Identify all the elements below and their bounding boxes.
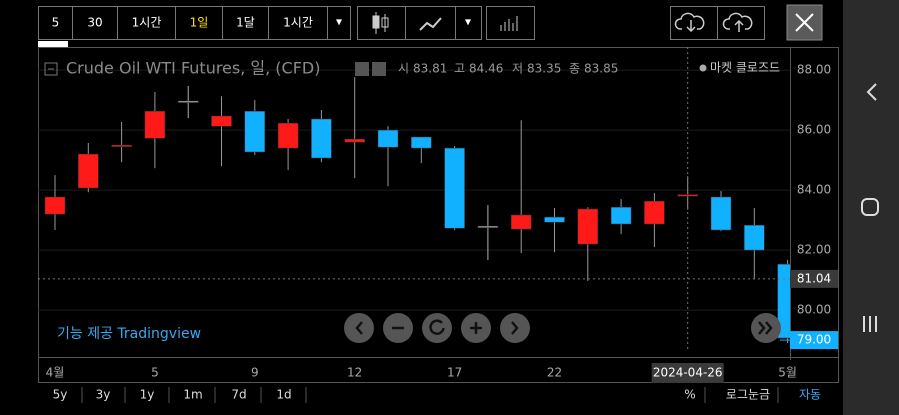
dropdown[interactable]: ▾ [336, 15, 342, 29]
settings-icon[interactable] [355, 62, 369, 76]
x-tick-label: 5월 [778, 366, 797, 380]
crosshair-date-badge [651, 363, 724, 383]
x-tick-label: 22 [547, 366, 562, 380]
home-button[interactable] [861, 198, 879, 216]
crosshair-price: 81.04 [797, 271, 831, 285]
interval-button[interactable]: 30 [87, 16, 102, 30]
x-tick-label: 5 [151, 366, 159, 380]
crosshair-price-badge [790, 269, 838, 288]
reset[interactable] [422, 313, 452, 343]
close-icon [795, 13, 814, 32]
candle-body [610, 206, 632, 225]
y-tick-label: 84.00 [797, 183, 831, 197]
interval-button[interactable]: 5 [52, 16, 60, 30]
x-tick-label: 9 [251, 366, 259, 380]
option-button[interactable]: 로그눈금 [726, 388, 770, 402]
active-indicator [38, 41, 68, 47]
line-icon[interactable] [419, 17, 442, 31]
candle-body [311, 118, 332, 159]
dropdown[interactable]: ▾ [465, 15, 471, 29]
candle-body [277, 122, 299, 149]
candle-body [644, 200, 665, 225]
watermark: 기능 제공 Tradingview [57, 326, 201, 342]
range-button[interactable]: 1d [276, 388, 291, 402]
x-tick-label: 17 [447, 366, 462, 380]
system-nav-bar [843, 0, 899, 415]
high-label: 고 [454, 62, 465, 76]
candle-body [177, 100, 199, 103]
chart-header: Crude Oil WTI Futures, 일, (CFD) 시 83.81 … [44, 59, 780, 78]
open-value: 83.81 [413, 62, 447, 76]
range-button[interactable]: 5y [53, 388, 68, 402]
low-label: 저 [512, 62, 523, 76]
y-tick-label: 82.00 [797, 243, 831, 257]
settings-icon[interactable] [372, 62, 386, 76]
bottom-bar: 5y 3y 1y 1m 7d 1d% 로그눈금 자동 [53, 387, 821, 403]
candle-body [710, 196, 732, 231]
recents-button[interactable] [863, 316, 877, 332]
close-value: 83.85 [584, 62, 618, 76]
candle-body [477, 225, 499, 228]
candle-body [44, 196, 66, 215]
candle-body [777, 263, 790, 339]
open-label: 시 [398, 62, 409, 76]
market-status: 마켓 클로즈드 [710, 61, 780, 75]
crosshair-date: 2024-04-26 [653, 366, 723, 380]
scroll-end[interactable] [751, 313, 781, 343]
status-dot [699, 64, 707, 72]
x-tick-label: 4월 [46, 366, 65, 380]
candle-body [411, 136, 432, 149]
indicator-button[interactable] [486, 6, 535, 40]
scroll-left[interactable] [344, 313, 374, 343]
last-price-badge [790, 331, 838, 350]
high-value: 84.46 [469, 62, 503, 76]
candle-body [377, 129, 399, 148]
range-button[interactable]: 1y [140, 388, 155, 402]
candle-body [344, 138, 365, 143]
interval-button[interactable]: 1일 [190, 16, 209, 30]
option-button[interactable]: % [684, 388, 695, 402]
back-button[interactable] [866, 83, 877, 101]
interval-button[interactable]: 1시간 [283, 16, 313, 30]
close-label: 종 [569, 62, 580, 76]
candle-body [577, 208, 599, 245]
indicator-icon [500, 16, 518, 31]
last-price: 79.00 [797, 333, 831, 347]
y-tick-label: 86.00 [797, 123, 831, 137]
x-tick-label: 12 [347, 366, 362, 380]
range-button[interactable]: 1m [183, 388, 202, 402]
low-value: 83.35 [527, 62, 561, 76]
candle-body [78, 153, 99, 189]
y-tick-label: 88.00 [797, 63, 831, 77]
candle-body [544, 216, 565, 223]
toolbar: 5 30 1시간 1일 1달 1시간 ▾ ▾ [38, 4, 823, 47]
candle-body [244, 110, 266, 153]
candle-body [211, 115, 232, 127]
option-button[interactable]: 자동 [799, 388, 821, 402]
range-button[interactable]: 3y [96, 388, 111, 402]
interval-button[interactable]: 1시간 [132, 16, 162, 30]
symbol-title: Crude Oil WTI Futures, 일, (CFD) [66, 59, 320, 78]
interval-group [38, 6, 351, 40]
cloud-download[interactable] [674, 12, 705, 33]
collapse-icon[interactable] [44, 62, 58, 76]
chart-frame [38, 47, 839, 383]
candle-icon[interactable] [372, 12, 389, 34]
candle-body [510, 214, 532, 230]
scroll-right[interactable] [500, 313, 530, 343]
nav-buttons [344, 313, 781, 343]
range-button[interactable]: 7d [231, 388, 246, 402]
candle-body [111, 144, 132, 147]
candle-body [144, 110, 166, 139]
candle-body [744, 224, 765, 251]
candle-body [444, 147, 465, 229]
interval-button[interactable]: 1달 [236, 16, 255, 30]
y-tick-label: 80.00 [797, 303, 831, 317]
candle-body [677, 194, 698, 197]
cloud-upload[interactable] [722, 12, 753, 32]
